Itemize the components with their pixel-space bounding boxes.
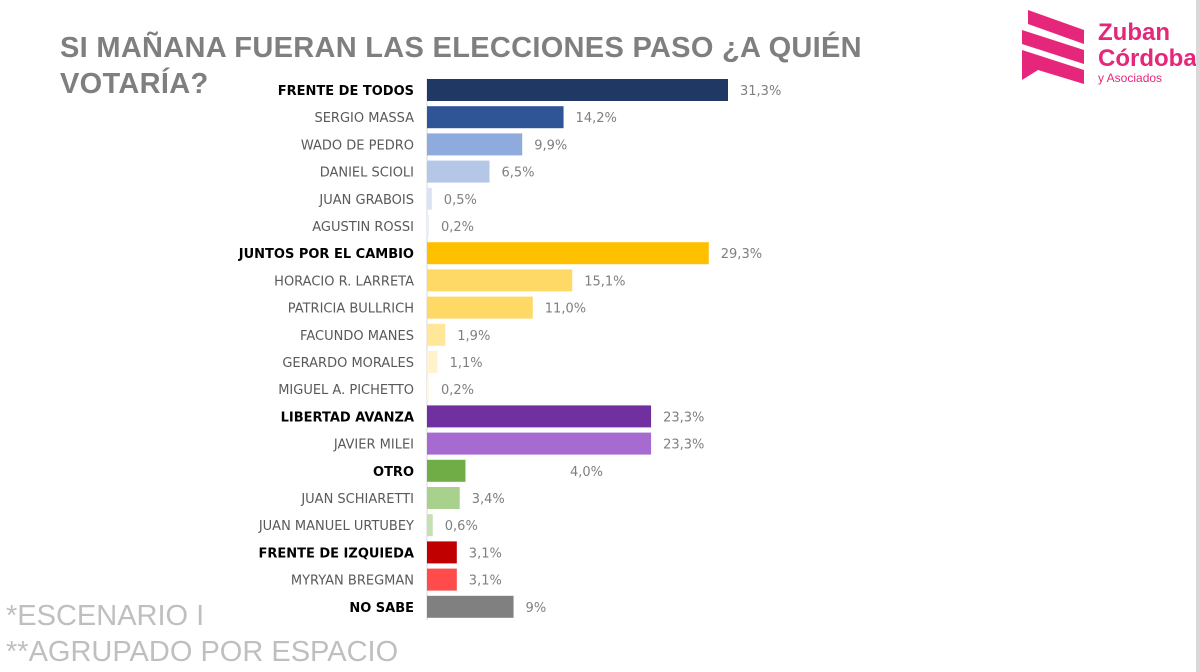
- category-label: PATRICIA BULLRICH: [288, 302, 414, 317]
- category-label: LIBERTAD AVANZA: [281, 410, 414, 425]
- bar: [427, 405, 652, 428]
- bar: [427, 541, 457, 564]
- chart-title: SI MAÑANA FUERAN LAS ELECCIONES PASO ¿A …: [60, 32, 862, 100]
- bar: [427, 432, 652, 455]
- category-label: SERGIO MASSA: [314, 111, 414, 126]
- category-label: HORACIO R. LARRETA: [274, 274, 414, 289]
- value-label: 4,0%: [570, 465, 603, 480]
- bar: [427, 106, 564, 129]
- note-grouping: **AGRUPADO POR ESPACIO: [6, 636, 399, 668]
- category-label: GERARDO MORALES: [282, 356, 414, 371]
- category-label: JUNTOS POR EL CAMBIO: [238, 247, 414, 262]
- bar: [427, 133, 523, 156]
- value-label: 1,1%: [450, 356, 483, 371]
- logo-line3: y Asociados: [1098, 71, 1162, 85]
- value-label: 9%: [526, 601, 547, 616]
- bar: [427, 269, 573, 292]
- logo-line2: Córdoba: [1098, 45, 1197, 72]
- value-label: 3,1%: [469, 546, 502, 561]
- value-label: 23,3%: [663, 410, 704, 425]
- category-label: JUAN GRABOIS: [318, 193, 414, 208]
- bar: [427, 595, 514, 618]
- bar: [427, 487, 460, 509]
- bar: [427, 568, 457, 591]
- value-label: 6,5%: [502, 166, 535, 181]
- category-label: NO SABE: [349, 601, 414, 616]
- bar: [427, 187, 432, 210]
- value-label: 9,9%: [534, 138, 567, 153]
- bar: [427, 242, 709, 265]
- category-label: JUAN SCHIARETTI: [300, 492, 414, 507]
- value-label: 0,5%: [444, 193, 477, 208]
- value-label: 0,2%: [441, 383, 474, 398]
- value-label: 29,3%: [721, 247, 762, 262]
- value-label: 23,3%: [663, 438, 704, 453]
- category-label: JUAN MANUEL URTUBEY: [258, 519, 414, 534]
- category-label: WADO DE PEDRO: [301, 138, 414, 153]
- bar: [427, 351, 438, 373]
- value-label: 1,9%: [457, 329, 490, 344]
- logo-line1: Zuban: [1098, 19, 1170, 46]
- right-border: [1196, 0, 1200, 672]
- bar: [427, 323, 446, 346]
- category-label: FACUNDO MANES: [300, 329, 414, 344]
- category-label: OTRO: [373, 465, 414, 480]
- logo-mark-icon: [1022, 10, 1084, 84]
- category-label: FRENTE DE IZQUIEDA: [258, 546, 414, 561]
- value-label: 3,1%: [469, 574, 502, 589]
- bar: [427, 514, 433, 537]
- value-label: 14,2%: [576, 111, 617, 126]
- bar: [427, 215, 429, 237]
- category-label: JAVIER MILEI: [333, 438, 414, 453]
- category-label: AGUSTIN ROSSI: [312, 220, 414, 235]
- bar: [427, 459, 466, 482]
- bar: [427, 296, 533, 319]
- value-label: 0,6%: [445, 519, 478, 534]
- category-label: DANIEL SCIOLI: [320, 166, 414, 181]
- category-label: MIGUEL A. PICHETTO: [278, 383, 414, 398]
- value-label: 15,1%: [584, 274, 625, 289]
- value-label: 3,4%: [472, 492, 505, 507]
- note-scenario: *ESCENARIO I: [6, 600, 205, 632]
- bar: [427, 160, 490, 183]
- bar: [427, 79, 728, 101]
- value-label: 31,3%: [740, 84, 781, 99]
- category-label: MYRYAN BREGMAN: [291, 574, 414, 589]
- bar: [427, 378, 429, 401]
- value-label: 11,0%: [545, 302, 586, 317]
- value-label: 0,2%: [441, 220, 474, 235]
- footnotes: *ESCENARIO I **AGRUPADO POR ESPACIO: [6, 598, 398, 670]
- zuban-cordoba-logo: Zuban Córdoba y Asociados: [1022, 10, 1197, 85]
- category-label: FRENTE DE TODOS: [278, 84, 414, 99]
